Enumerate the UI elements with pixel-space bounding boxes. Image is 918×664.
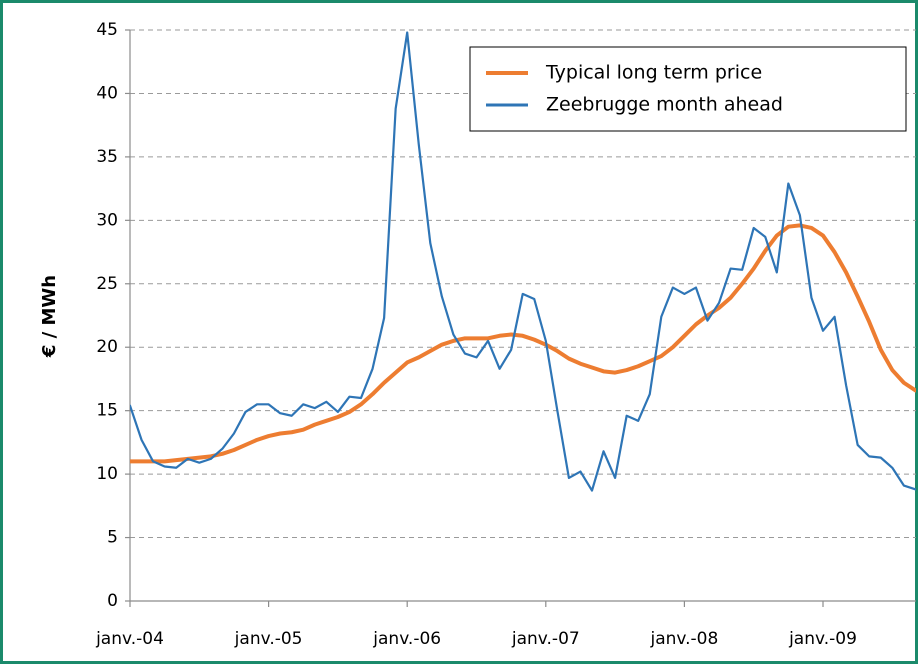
y-tick-label: 30 (96, 210, 118, 230)
legend-box (469, 46, 907, 132)
x-tick-label: janv.-04 (95, 629, 164, 649)
x-tick-label: janv.-05 (234, 629, 303, 649)
y-tick-label: 40 (96, 83, 118, 103)
series-line (130, 31, 916, 492)
y-tick-label: 15 (96, 401, 118, 421)
y-tick-label: 10 (96, 464, 118, 484)
legend-label: Typical long term price (545, 62, 762, 84)
y-axis-label: € / MWh (39, 275, 60, 358)
y-tick-label: 20 (96, 337, 118, 357)
y-tick-label: 45 (96, 20, 118, 40)
x-tick-label: janv.-09 (788, 629, 857, 649)
x-tick-label: janv.-07 (511, 629, 580, 649)
x-tick-label: janv.-06 (372, 629, 441, 649)
series-line (130, 223, 916, 464)
y-tick-label: 0 (107, 591, 118, 611)
x-tick-label: janv.-08 (649, 629, 718, 649)
y-tick-label: 5 (107, 528, 118, 548)
y-tick-label: 25 (96, 274, 118, 294)
y-tick-label: 35 (96, 147, 118, 167)
legend-label: Zeebrugge month ahead (546, 94, 783, 116)
